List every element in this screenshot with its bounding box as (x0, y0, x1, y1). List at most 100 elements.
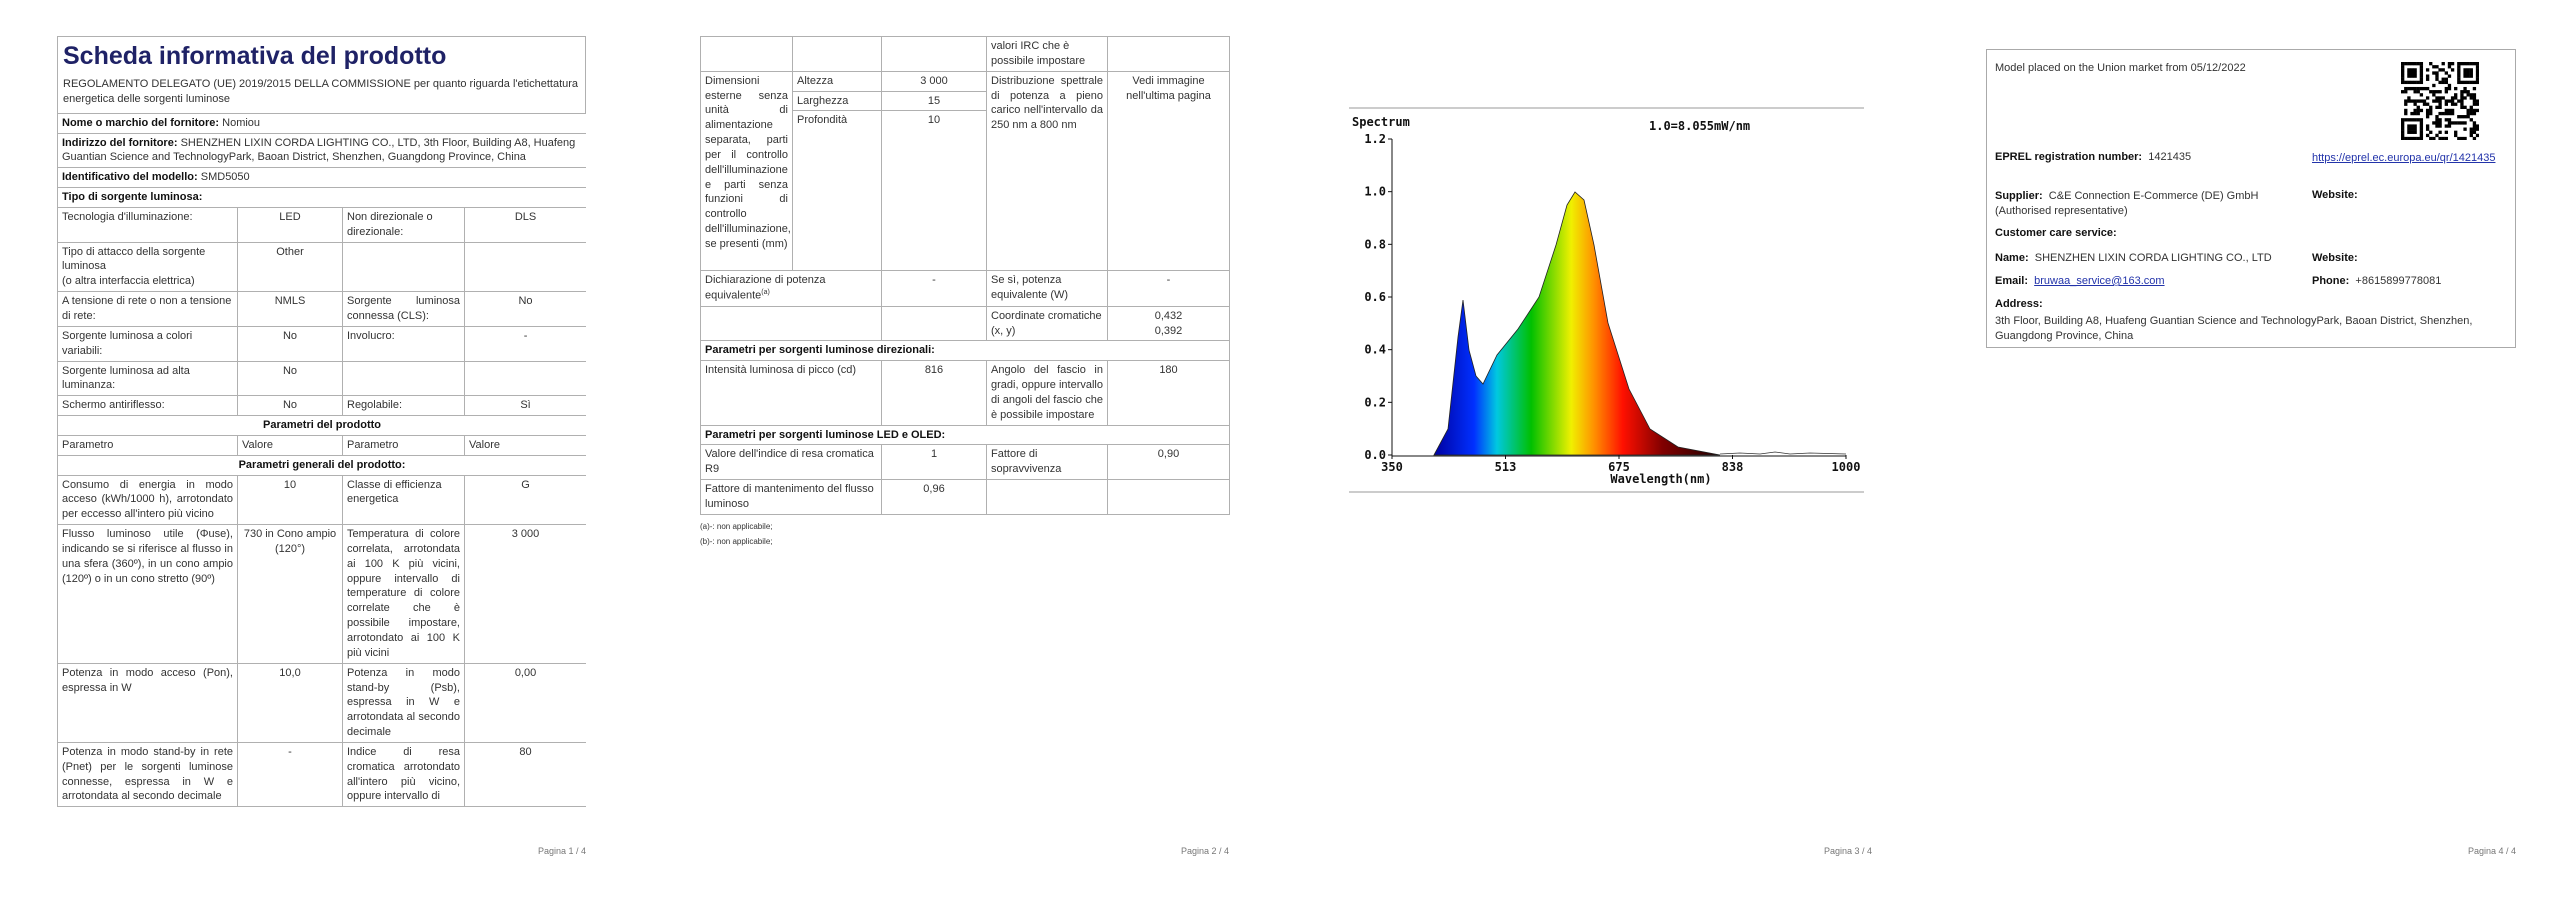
qr-module (2475, 102, 2479, 106)
element: Sorgente luminosa a colori variabili: No I… (57, 325, 586, 362)
cell: Dichiarazione di potenza equivalente(a) (700, 270, 882, 307)
qr-module (2447, 65, 2452, 69)
qr-module (2401, 80, 2405, 85)
cell: Se sì, potenza equivalente (W) (986, 270, 1108, 307)
qr-module (2410, 127, 2414, 131)
qr-module (2469, 118, 2473, 122)
section: Parametri per sorgenti luminose direzion… (700, 340, 1230, 362)
qr-module (2401, 65, 2405, 69)
page-2: valori IRC che è possibile impostare Dim… (700, 36, 1230, 549)
cell: Sorgente luminosa a colori variabili: (57, 325, 238, 362)
cell: Indice di resa cromatica arrotondato all… (342, 741, 465, 808)
cell: No (463, 291, 586, 327)
qr-module (2454, 86, 2458, 91)
qr-module (2435, 90, 2439, 94)
qr-module (2407, 136, 2411, 140)
qr-module (2457, 80, 2461, 85)
qr-module (2404, 118, 2408, 122)
qr-module (2425, 111, 2430, 116)
qr-module (2413, 124, 2417, 128)
eprel: EPREL registration number: 1421435 (1995, 151, 2191, 163)
qr-module (2463, 136, 2467, 140)
cell: Tecnologia d'illuminazione: (57, 206, 238, 243)
qr-module (2475, 108, 2479, 113)
qr-module (2441, 136, 2445, 140)
cell: 0,96 (881, 479, 987, 515)
qr-module (2425, 74, 2430, 78)
element: Consumo di energia in modo acceso (kWh/1… (57, 474, 586, 526)
qr-module (2401, 133, 2405, 138)
qr-module (2447, 108, 2452, 113)
cell (881, 36, 987, 72)
qr-module (2475, 65, 2479, 69)
qr-module (2416, 99, 2420, 103)
cell: Temperatura di colore correlata, arroton… (342, 524, 465, 664)
qr-module (2422, 99, 2427, 103)
qr-module (2450, 96, 2455, 100)
cell (1107, 36, 1230, 72)
qr-module (2463, 96, 2467, 100)
qr-module (2472, 96, 2477, 100)
qr-module (2410, 86, 2414, 91)
cell: Identificativo del modello: SMD5050 (57, 167, 586, 189)
qr-module (2469, 108, 2473, 113)
footnote: (a)-: non applicabile; (700, 521, 773, 531)
qr-module (2407, 74, 2411, 78)
cell: Non direzionale o direzionale: (342, 206, 465, 243)
product-table: valori IRC che è possibile impostare Dim… (700, 36, 1230, 515)
qr-module (2475, 71, 2479, 75)
qr-module (2469, 80, 2473, 85)
qr-module (2401, 68, 2405, 72)
qr-module (2460, 99, 2464, 103)
qr-code (2401, 62, 2479, 140)
qr-module (2407, 86, 2411, 91)
qr-module (2422, 86, 2427, 91)
phone: Phone: +8615899778081 (2312, 275, 2441, 287)
header: Scheda informativa del prodotto REGOLAME… (57, 36, 586, 113)
qr-module (2419, 68, 2424, 72)
label: Name: (1995, 252, 2029, 264)
qr-module (2475, 68, 2479, 72)
qr-module (2463, 74, 2467, 78)
qr-module (2444, 102, 2448, 106)
qr-module (2460, 105, 2464, 109)
label: Website: (2312, 189, 2358, 201)
x-tick-label: 1000 (1832, 460, 1861, 474)
qr-module (2463, 68, 2467, 72)
email-link[interactable]: bruwaa_service@163.com (2034, 275, 2165, 287)
name: Name: SHENZHEN LIXIN CORDA LIGHTING CO.,… (1995, 252, 2272, 264)
value: Nomiou (222, 116, 261, 129)
cell (881, 305, 987, 342)
qr-module (2407, 118, 2411, 122)
label: Identificativo del modello: (62, 171, 198, 184)
eprel-link[interactable]: https://eprel.ec.europa.eu/qr/1421435 (2312, 152, 2496, 164)
qr-module (2416, 86, 2420, 91)
qr-module (2419, 121, 2424, 125)
cell: - (1107, 270, 1230, 307)
qr-module (2413, 71, 2417, 75)
text: (o altra interfaccia elettrica) (62, 275, 195, 288)
page-footer: Pagina 4 / 4 (2467, 846, 2516, 856)
cell (986, 479, 1108, 515)
qr-module (2425, 124, 2430, 128)
qr-module (2472, 86, 2477, 91)
element: valori IRC che è possibile impostare (700, 36, 1230, 72)
qr-module (2457, 71, 2461, 75)
qr-module (2413, 102, 2417, 106)
cell: Tipo di attacco della sorgente luminosa (… (57, 241, 238, 293)
qr-module (2419, 133, 2424, 138)
label: Address: (1995, 298, 2043, 310)
section: Tipo di sorgente luminosa: (57, 187, 586, 208)
qr-module (2429, 130, 2433, 134)
label: Phone: (2312, 275, 2350, 287)
qr-module (2425, 96, 2430, 100)
qr-module (2435, 65, 2439, 69)
title: Scheda informativa del prodotto (63, 42, 447, 70)
cell: Angolo del fascio in gradi, oppure inter… (986, 360, 1108, 426)
qr-module (2438, 96, 2442, 100)
qr-module (2404, 102, 2408, 106)
cell: 80 (463, 741, 586, 808)
qr-module (2454, 130, 2458, 134)
